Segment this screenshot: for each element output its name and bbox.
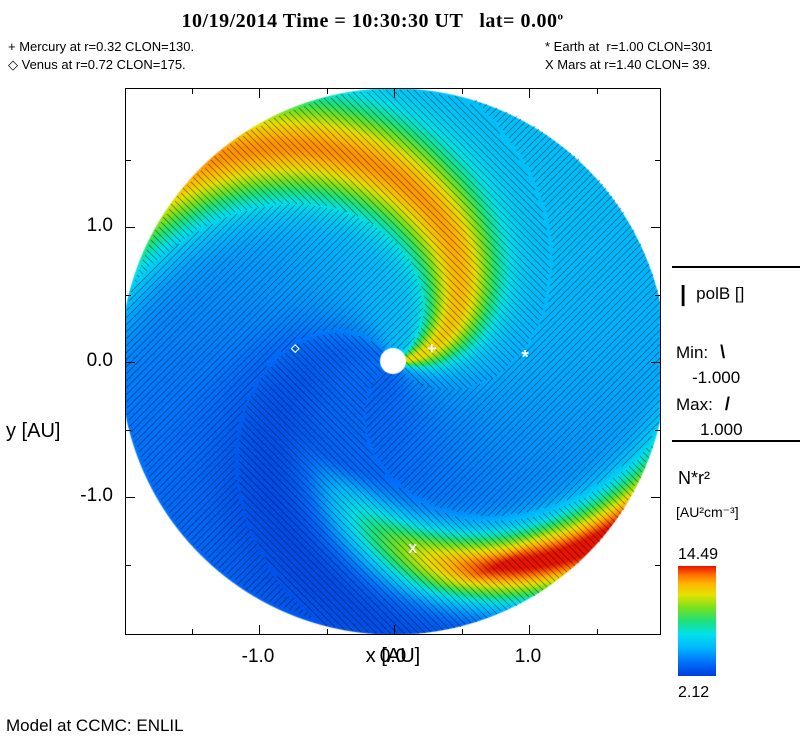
polarity-legend-row: | polB [] <box>680 281 744 307</box>
slash-hatch-icon: / <box>724 394 730 414</box>
venus-legend-text: ◇ Venus at r=0.72 CLON=175. <box>8 57 186 72</box>
axis-tick <box>126 497 135 498</box>
axis-tick <box>651 362 660 363</box>
y-tick-label: 0.0 <box>86 350 113 371</box>
axis-tick <box>126 429 131 431</box>
polarity-min-value: -1.000 <box>692 368 741 387</box>
axis-tick <box>655 564 660 566</box>
polarity-max-row: Max: / <box>676 394 730 415</box>
plot-title: 10/19/2014 Time = 10:30:30 UT lat= 0.00o <box>0 10 745 33</box>
axis-tick <box>394 89 395 98</box>
axis-tick <box>126 362 135 363</box>
axis-tick <box>651 227 660 228</box>
y-tick-label: -1.0 <box>80 485 113 506</box>
axis-tick <box>655 294 660 296</box>
axis-tick <box>259 89 260 98</box>
plot-axes-frame <box>125 88 661 635</box>
min-label: Min: <box>676 343 709 362</box>
axis-tick <box>126 159 131 161</box>
axis-tick <box>259 625 260 634</box>
polarity-max-value: 1.000 <box>700 420 743 439</box>
x-tick-label: 0.0 <box>379 646 407 667</box>
legend-divider-bottom <box>672 440 800 442</box>
density-colorbar <box>678 566 716 676</box>
backslash-hatch-icon: \ <box>720 342 726 362</box>
mercury-marker: + <box>426 339 437 359</box>
max-label: Max: <box>676 395 713 414</box>
venus-marker: ◇ <box>290 342 300 355</box>
colorbar-max-value: 14.49 <box>678 546 719 563</box>
degree-symbol: o <box>557 10 564 23</box>
legend-divider-top <box>672 266 800 268</box>
axis-tick <box>655 159 660 161</box>
axis-tick <box>126 294 131 296</box>
title-datetime: 10/19/2014 Time = 10:30:30 UT <box>181 10 464 32</box>
earth-marker: * <box>521 347 529 369</box>
mercury-legend-text: + Mercury at r=0.32 CLON=130. <box>8 39 195 54</box>
axis-tick <box>651 497 660 498</box>
mars-marker: X <box>408 541 418 557</box>
axis-tick <box>529 89 530 98</box>
heliosphere-disk-canvas <box>125 88 661 635</box>
axis-tick <box>191 629 193 634</box>
mars-legend-text: X Mars at r=1.40 CLON= 39. <box>545 57 711 72</box>
axis-tick <box>326 629 328 634</box>
y-axis-label: y [AU] <box>6 420 61 442</box>
earth-legend-text: * Earth at r=1.00 CLON=301 <box>545 39 713 54</box>
density-units-label: [AU²cm⁻³] <box>676 504 739 520</box>
title-lat-text: lat= 0.00 <box>479 10 558 32</box>
axis-tick <box>126 564 131 566</box>
polarity-min-row: Min: \ <box>676 342 725 363</box>
axis-tick <box>394 625 395 634</box>
axis-tick <box>596 629 598 634</box>
polarity-bar-symbol: | <box>680 281 687 306</box>
axis-tick <box>461 629 463 634</box>
x-tick-label: 1.0 <box>514 646 542 667</box>
axis-tick <box>461 89 463 94</box>
axis-tick <box>596 89 598 94</box>
title-latitude: lat= 0.00o <box>479 10 563 32</box>
axis-tick <box>529 625 530 634</box>
x-axis-label: x [AU] <box>365 645 421 667</box>
density-quantity-label: N*r² <box>678 468 710 488</box>
axis-tick <box>191 89 193 94</box>
axis-tick <box>655 429 660 431</box>
polb-label: polB [] <box>696 284 745 303</box>
axis-tick <box>326 89 328 94</box>
y-tick-label: 1.0 <box>86 215 113 236</box>
axis-tick <box>126 227 135 228</box>
x-tick-label: -1.0 <box>241 646 275 667</box>
colorbar-min-value: 2.12 <box>678 684 710 701</box>
model-credit-footer: Model at CCMC: ENLIL <box>6 716 184 735</box>
